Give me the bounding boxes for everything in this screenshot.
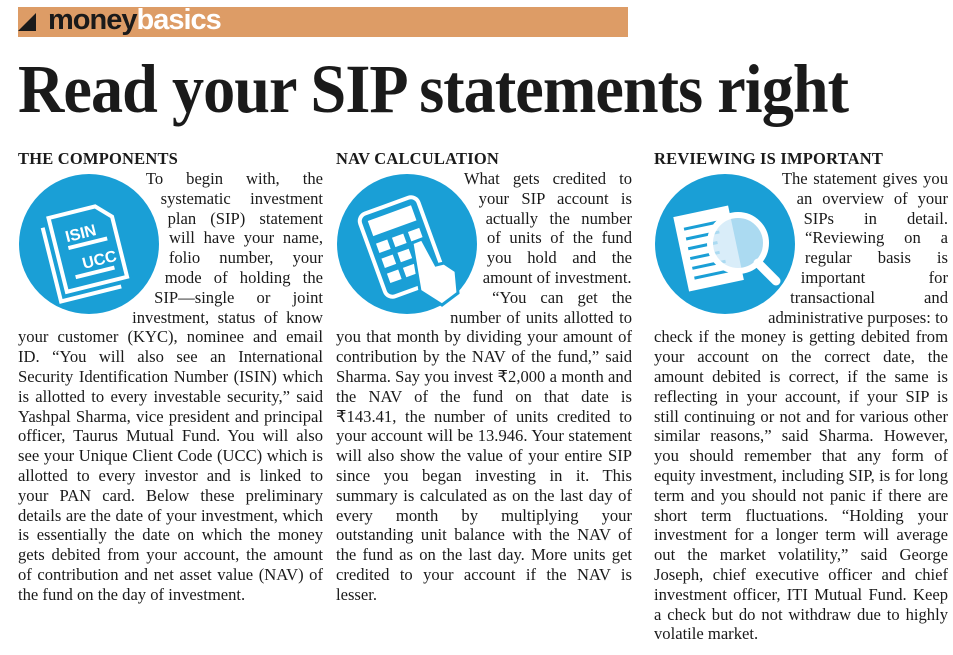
body-paragraph: What gets credited to your SIP account i… <box>463 169 632 287</box>
section-name: moneybasics <box>48 4 222 36</box>
document-isin-ucc-icon: ISIN UCC <box>19 174 159 314</box>
column-reviewing: REVIEWING IS IMPORTANT The statement giv… <box>654 149 948 644</box>
document-magnifier-icon <box>655 174 795 314</box>
body-paragraph: To begin with, the systematic investment… <box>18 169 323 604</box>
calculator-hand-icon <box>337 174 477 314</box>
column-components: THE COMPONENTS ISIN UCC To begin with, t… <box>18 149 323 605</box>
column-heading: NAV CALCULATION <box>336 149 499 168</box>
column-nav-calculation: NAV CALCULATION What gets credited to yo… <box>336 149 632 605</box>
section-banner: moneybasics <box>18 4 628 37</box>
banner-triangle-icon <box>18 13 36 31</box>
column-heading: REVIEWING IS IMPORTANT <box>654 149 884 168</box>
column-heading: THE COMPONENTS <box>18 149 179 168</box>
body-paragraph: The statement gives you an overview of y… <box>654 169 948 644</box>
headline: Read your SIP statements right <box>18 51 849 127</box>
body-paragraph: “You can get the number of units allotte… <box>336 287 632 604</box>
